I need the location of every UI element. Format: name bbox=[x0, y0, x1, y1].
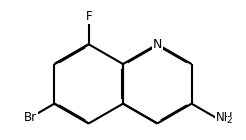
Text: N: N bbox=[153, 38, 162, 51]
Text: F: F bbox=[85, 10, 92, 23]
Text: 2: 2 bbox=[227, 116, 232, 125]
Text: NH: NH bbox=[215, 111, 233, 124]
Text: Br: Br bbox=[24, 111, 37, 124]
